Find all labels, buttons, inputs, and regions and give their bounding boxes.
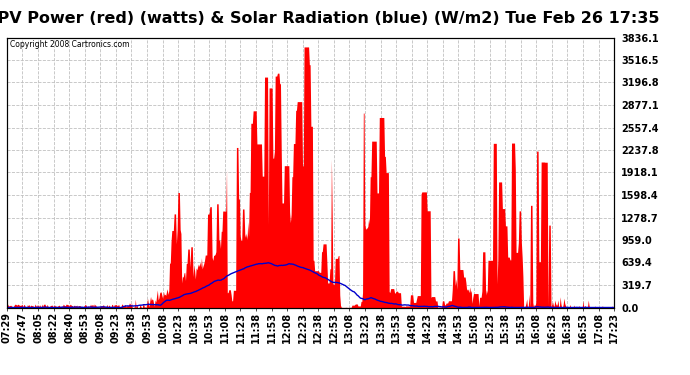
Text: Total PV Power (red) (watts) & Solar Radiation (blue) (W/m2) Tue Feb 26 17:35: Total PV Power (red) (watts) & Solar Rad… xyxy=(0,11,660,26)
Text: Copyright 2008 Cartronics.com: Copyright 2008 Cartronics.com xyxy=(10,40,130,49)
